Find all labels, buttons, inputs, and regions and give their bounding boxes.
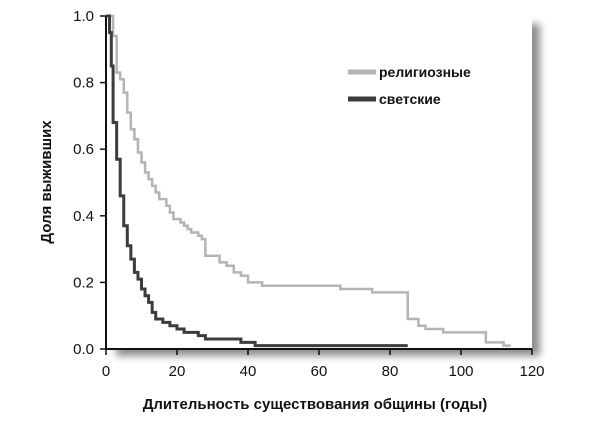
legend: религиозные светские bbox=[348, 64, 471, 107]
y-tick-label: 1.0 bbox=[73, 8, 94, 25]
y-tick-label: 0.8 bbox=[73, 75, 94, 92]
plot-panel bbox=[108, 16, 532, 348]
x-tick-label: 60 bbox=[311, 363, 328, 380]
y-ticks: 0.0 0.2 0.4 0.6 0.8 1.0 bbox=[73, 8, 106, 358]
x-ticks: 0 20 40 60 80 100 120 bbox=[102, 349, 545, 380]
y-tick-label: 0.4 bbox=[73, 208, 94, 225]
y-axis-title: Доля выживших bbox=[38, 120, 55, 244]
series-line-secular bbox=[106, 14, 408, 348]
y-tick-label: 0.2 bbox=[73, 274, 94, 291]
x-tick-label: 120 bbox=[519, 363, 544, 380]
x-tick-label: 0 bbox=[102, 363, 110, 380]
y-tick-label: 0.6 bbox=[73, 141, 94, 158]
legend-label-religious: религиозные bbox=[379, 64, 471, 80]
x-tick-label: 20 bbox=[169, 363, 186, 380]
legend-label-secular: светские bbox=[379, 91, 441, 107]
series-line-religious bbox=[106, 14, 511, 347]
x-axis-title: Длительность существования общины (годы) bbox=[143, 396, 488, 413]
series-layer bbox=[106, 14, 511, 348]
x-tick-label: 80 bbox=[382, 363, 399, 380]
x-tick-label: 100 bbox=[448, 363, 473, 380]
x-tick-label: 40 bbox=[240, 363, 257, 380]
y-tick-label: 0.0 bbox=[73, 341, 94, 358]
